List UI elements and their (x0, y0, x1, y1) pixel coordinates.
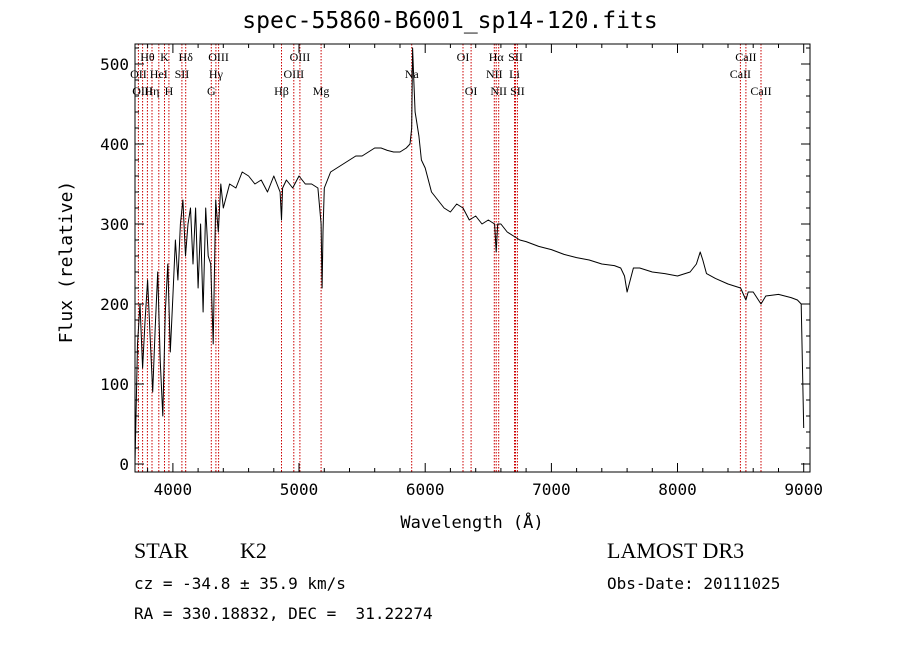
y-axis-label: Flux (relative) (56, 181, 77, 344)
spectrum-line (134, 47, 805, 465)
object-class: STAR (134, 538, 189, 563)
x-tick-label: 6000 (406, 480, 445, 499)
x-tick-label: 4000 (154, 480, 193, 499)
spectral-line-label: Hγ (209, 67, 224, 81)
y-tick-label: 300 (100, 215, 129, 234)
axis-tick-layer: 4000 5000 6000 7000 8000 9000 0 100 200 300 400 500 (100, 44, 823, 499)
survey-name: LAMOST DR3 (607, 538, 745, 563)
spectral-line-label: OI (465, 84, 478, 98)
x-axis-label: Wavelength (Å) (400, 511, 543, 533)
y-tick-label: 400 (100, 135, 129, 154)
spectral-line-label: K (160, 50, 169, 64)
spectral-line-label: Hα (489, 50, 505, 64)
object-subclass: K2 (240, 538, 267, 563)
spectral-line-label: HeI (150, 67, 168, 81)
spectral-line-label: H (165, 84, 174, 98)
spectral-line-label: Mg (313, 84, 330, 98)
y-tick-label: 200 (100, 295, 129, 314)
spectral-line-label: SII (175, 67, 190, 81)
spectral-line-label: CaII (750, 84, 771, 98)
line-marker-layer (137, 44, 762, 472)
x-tick-label: 5000 (280, 480, 319, 499)
spectral-line-label: Hβ (274, 84, 289, 98)
spectral-line-label: Na (405, 67, 420, 81)
spectral-line-label: Hθ (140, 50, 155, 64)
spectrum-layer (134, 47, 805, 465)
spectral-line-label: OI (457, 50, 470, 64)
y-tick-label: 0 (119, 455, 129, 474)
spectral-line-label: Li (509, 67, 520, 81)
spectral-line-label: SII (510, 84, 525, 98)
spectral-line-label: NII (486, 67, 503, 81)
spectral-line-label: CaII (730, 67, 751, 81)
y-tick-label: 100 (100, 375, 129, 394)
spectral-line-label: OIII (290, 50, 311, 64)
spectral-line-label: OIII (132, 84, 153, 98)
observation-date: Obs-Date: 20111025 (607, 574, 781, 593)
plot-frame (134, 43, 811, 473)
x-tick-label: 7000 (532, 480, 571, 499)
x-tick-label: 8000 (658, 480, 697, 499)
line-label-layer: Hθ OII OIII K HeI Hη H Hδ SII OIII Hγ G OIII OIII Hβ Mg… (130, 50, 772, 98)
spectral-line-label: Hδ (179, 50, 194, 64)
y-tick-label: 500 (100, 55, 129, 74)
spectral-line-label: Hη (145, 84, 160, 98)
spectral-line-label: OII (130, 67, 147, 81)
spectral-line-label: OIII (283, 67, 304, 81)
spectral-line-label: NII (490, 84, 507, 98)
spectral-line-label: SII (508, 50, 523, 64)
spectral-line-label: CaII (735, 50, 756, 64)
x-tick-label: 9000 (784, 480, 823, 499)
redshift-cz: cz = -34.8 ± 35.9 km/s (134, 574, 346, 593)
spectral-line-label: G (207, 84, 216, 98)
coordinates: RA = 330.18832, DEC = 31.22274 (134, 604, 433, 623)
chart-title: spec-55860-B6001_sp14-120.fits (242, 8, 658, 34)
spectral-line-label: OIII (208, 50, 229, 64)
